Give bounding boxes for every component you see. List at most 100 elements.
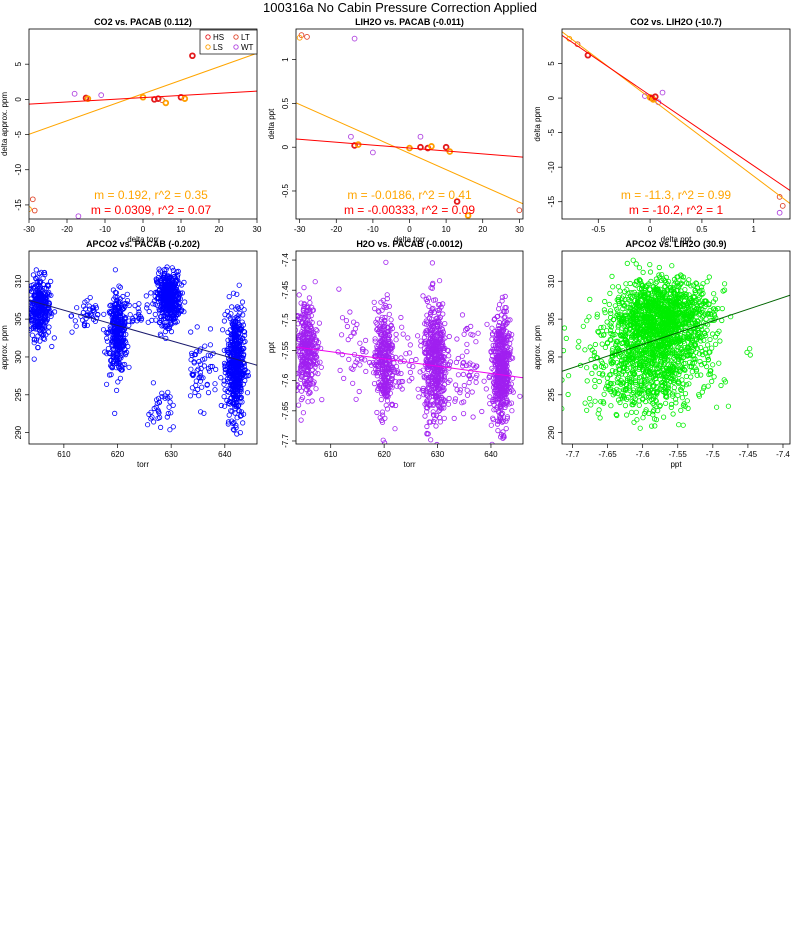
data-point [160,301,166,307]
data-point [427,388,433,394]
data-point [109,363,115,370]
data-point [602,344,609,350]
data-point [504,398,510,404]
data-point [675,293,681,300]
data-point [234,431,240,437]
data-point [221,393,227,400]
data-point [428,437,434,443]
data-point [173,301,179,307]
data-point [500,320,507,326]
data-point [504,319,510,326]
chart-title: LIH2O vs. PACAB (-0.011) [355,17,464,27]
y-tick-label: -10 [547,161,556,173]
data-point [385,328,392,334]
data-point [225,337,231,343]
data-point [88,311,94,317]
data-point [433,326,440,332]
data-point [299,374,305,380]
data-point [396,379,402,385]
data-point [309,304,315,310]
data-point [424,431,430,437]
data-point [29,320,35,326]
data-point [701,330,708,336]
data-point [234,291,240,297]
data-point [488,422,494,428]
data-point [698,302,704,308]
data-point [115,317,121,324]
data-point [232,403,238,409]
data-point [425,366,431,373]
data-point [162,290,168,296]
data-point [181,309,187,315]
chart-panel: 610 620 630 640-7.7-7.65-7.6-7.55-7.5-7.45-… [267,239,524,469]
data-point [313,353,319,359]
y-tick-label: -10 [14,163,23,175]
data-point [474,372,480,378]
y-tick-label: -7.5 [281,313,290,327]
data-point [384,398,391,404]
data-point [629,289,635,296]
data-point [443,370,449,376]
data-point [113,350,119,357]
data-point [296,321,301,327]
data-point [160,316,167,322]
data-point [230,290,237,296]
data-point [230,365,236,371]
data-point [313,326,319,333]
data-point [127,312,133,318]
data-point [459,353,465,359]
data-point [601,307,608,313]
data-point [241,345,247,352]
data-point [231,391,237,397]
data-point [122,350,128,356]
data-point [212,381,218,387]
y-tick-label: 290 [14,425,23,439]
data-point [378,343,384,349]
data-point [423,372,429,378]
data-point [224,352,231,358]
y-tick-label: -7.45 [281,281,290,300]
data-point [495,427,501,434]
data-point [33,337,40,343]
data-point [344,323,350,330]
data-point [436,353,442,359]
data-point [304,34,310,40]
data-point [81,322,88,329]
data-point [195,386,201,393]
data-point [95,311,101,318]
x-tick-label: 610 [57,450,71,459]
page-title: 100316a No Cabin Pressure Correction App… [263,0,537,15]
y-tick-label: -7.55 [281,341,290,360]
chart-panel: -7.7 -7.65 -7.6 -7.55 -7.5 -7.45 -7.4290295300… [533,239,790,469]
data-point [381,377,388,383]
data-point [74,305,80,311]
data-point [492,357,498,364]
data-point [438,343,445,349]
data-point [237,367,243,373]
data-point [298,417,304,423]
data-point [434,441,440,444]
data-point [301,315,308,321]
data-point [116,356,122,362]
data-point [167,399,173,405]
data-point [700,290,706,297]
fit-annotation: m = 0.192, r^2 = 0.35 [94,188,208,202]
data-point [453,359,459,365]
data-point [437,407,443,413]
data-point [504,414,510,420]
data-point [702,350,708,356]
data-point [383,259,389,265]
data-point [296,387,300,393]
data-point [609,273,615,279]
data-point [301,341,307,348]
data-point [167,427,173,433]
data-point [198,375,204,381]
data-point [704,342,711,348]
fit-annotation: m = -11.3, r^2 = 0.99 [621,188,731,202]
data-point [717,338,723,344]
data-point [110,338,116,344]
x-tick-label: 20 [215,225,224,234]
data-point [307,324,313,330]
data-point [495,306,502,312]
